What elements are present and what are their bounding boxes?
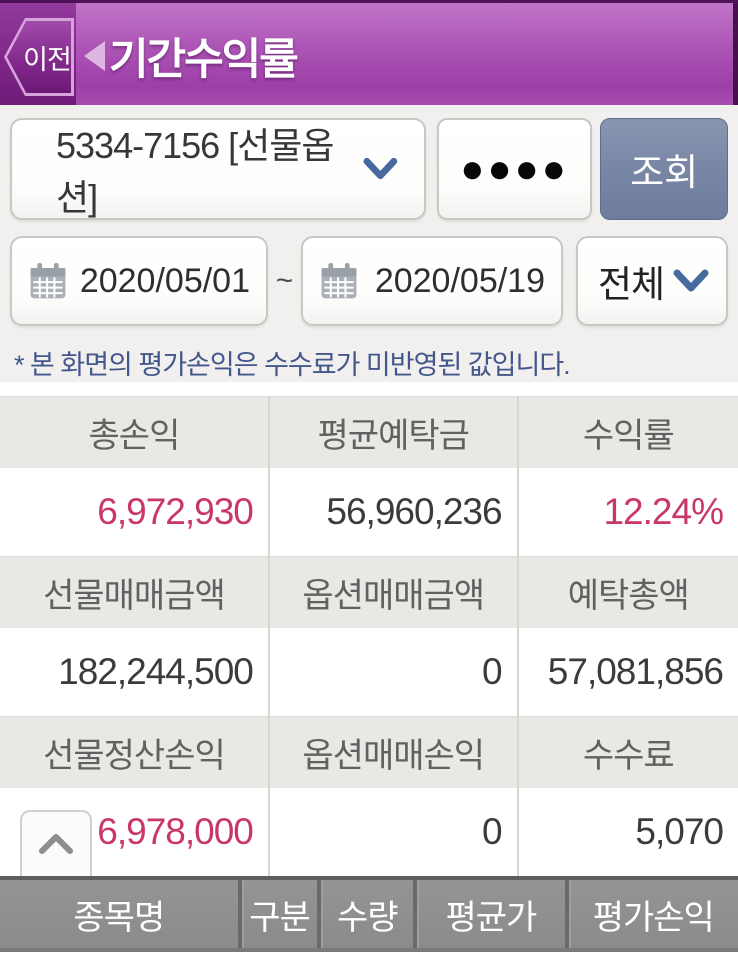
- summary-label: 예탁총액: [516, 557, 738, 628]
- inquiry-button-label: 조회: [630, 152, 699, 193]
- summary-value: 182,244,500: [58, 651, 254, 692]
- title-wrap: 기간수익률: [84, 3, 299, 105]
- calendar-icon: [30, 263, 66, 299]
- title-left-triangle-icon: [84, 40, 105, 71]
- start-date-value: 2020/05/01: [79, 261, 250, 300]
- summary-label: 수수료: [516, 717, 738, 788]
- chevron-down-icon: [363, 157, 398, 180]
- summary-value: 6,978,000: [97, 811, 254, 852]
- summary-value: 6,972,930: [97, 491, 254, 532]
- summary-value: 0: [267, 788, 517, 876]
- column-header-avg-price: 평균가: [413, 880, 564, 948]
- summary-label: 옵션매매손익: [267, 717, 517, 788]
- summary-label: 옵션매매금액: [267, 557, 517, 628]
- app-header: 이전 기간수익률: [0, 0, 738, 105]
- account-select[interactable]: 5334-7156 [선물옵션]: [10, 118, 426, 220]
- scope-select-value: 전체: [598, 264, 665, 305]
- notice-text: * 본 화면의 평가손익은 수수료가 미반영된 값입니다.: [14, 350, 571, 380]
- summary-value: 56,960,236: [267, 468, 517, 556]
- password-mask: ●●●●: [460, 146, 569, 191]
- calendar-icon: [321, 263, 357, 299]
- summary-value: 5,070: [516, 788, 738, 876]
- summary-label: 총손익: [88, 417, 181, 455]
- summary-label-row: 선물정산손익 옵션매매손익 수수료: [0, 716, 738, 788]
- scope-select[interactable]: 전체: [576, 236, 728, 326]
- summary-label-row: 총손익 평균예탁금 수익률: [0, 396, 738, 468]
- page-title: 기간수익률: [109, 35, 299, 84]
- summary-label: 수익률: [516, 397, 738, 468]
- end-date-value: 2020/05/19: [374, 261, 545, 300]
- column-header-quantity: 수량: [317, 880, 413, 948]
- summary-label: 선물매매금액: [43, 577, 226, 615]
- end-date-picker[interactable]: 2020/05/19: [301, 236, 563, 326]
- empty-table-body: [0, 952, 738, 975]
- chevron-up-icon: [39, 834, 73, 854]
- password-input[interactable]: ●●●●: [436, 118, 593, 220]
- summary-label: 선물정산손익: [43, 737, 226, 775]
- summary-label: 평균예탁금: [267, 397, 517, 468]
- summary-value: 57,081,856: [516, 628, 738, 716]
- column-header-eval-pl: 평가손익: [564, 880, 738, 948]
- summary-value-row: 6,978,000 0 5,070: [0, 788, 738, 876]
- summary-value-row: 6,972,930 56,960,236 12.24%: [0, 468, 738, 556]
- period-row: 2020/05/01 ~: [10, 236, 728, 326]
- chevron-down-icon: [673, 269, 709, 292]
- summary-label-row: 선물매매금액 옵션매매금액 예탁총액: [0, 556, 738, 628]
- inquiry-button[interactable]: 조회: [600, 118, 728, 220]
- back-button-label: 이전: [23, 44, 71, 75]
- start-date-picker[interactable]: 2020/05/01: [10, 236, 268, 326]
- summary-value-row: 182,244,500 0 57,081,856: [0, 628, 738, 716]
- summary-value: 12.24%: [516, 468, 738, 556]
- column-header-type: 구분: [237, 880, 318, 948]
- back-button[interactable]: 이전: [4, 18, 74, 96]
- summary-grid: 총손익 평균예탁금 수익률 6,972,930 56,960,236 12.24…: [0, 396, 738, 876]
- query-form: 5334-7156 [선물옵션] ●●●● 조회: [0, 105, 738, 382]
- positions-table-header: 종목명 구분 수량 평균가 평가손익: [0, 876, 738, 952]
- date-range-separator: ~: [275, 264, 294, 297]
- collapse-button[interactable]: [20, 810, 92, 876]
- column-header-name: 종목명: [73, 898, 165, 937]
- summary-value: 0: [267, 628, 517, 716]
- back-arrow-tag-icon: 이전: [7, 21, 71, 93]
- account-select-value: 5334-7156 [선물옵션]: [56, 125, 335, 218]
- account-row: 5334-7156 [선물옵션] ●●●● 조회: [10, 118, 728, 220]
